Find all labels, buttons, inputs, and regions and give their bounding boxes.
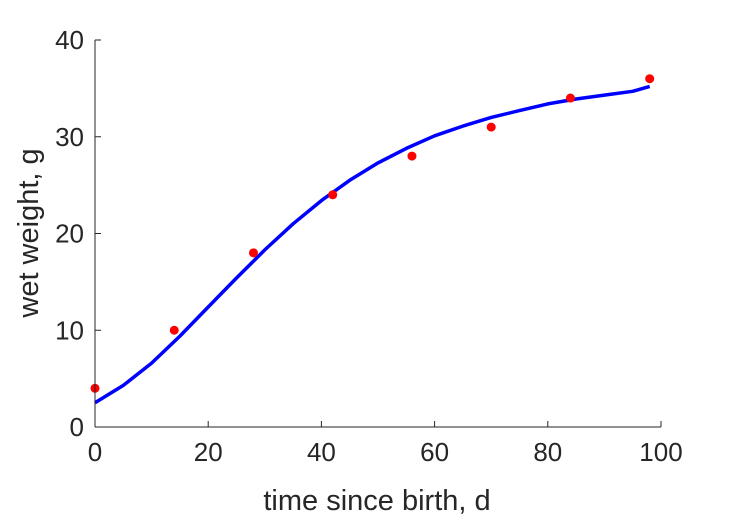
x-tick-label: 60: [420, 437, 449, 467]
x-tick-label: 80: [533, 437, 562, 467]
data-point: [328, 190, 338, 200]
y-tick-label: 40: [55, 25, 84, 55]
axes: 0 20 40 60 80 100 0 10 20 30 40: [55, 25, 683, 467]
fit-curve: [94, 84, 651, 405]
data-point: [248, 248, 258, 258]
y-tick-label: 30: [55, 122, 84, 152]
data-point: [169, 325, 179, 335]
y-axis-label: wet weight, g: [13, 148, 45, 318]
data-point: [407, 151, 417, 161]
y-tick-label: 0: [70, 412, 84, 442]
y-tick-label: 20: [55, 219, 84, 249]
plot-area: [90, 74, 655, 405]
x-tick-label: 100: [639, 437, 682, 467]
data-point: [486, 122, 496, 132]
data-point: [565, 93, 575, 103]
y-tick-label: 10: [55, 315, 84, 345]
x-tick-label: 20: [194, 437, 223, 467]
data-point: [645, 74, 655, 84]
x-tick-label: 0: [88, 437, 102, 467]
x-axis-label: time since birth, d: [263, 485, 490, 517]
x-tick-label: 40: [307, 437, 336, 467]
